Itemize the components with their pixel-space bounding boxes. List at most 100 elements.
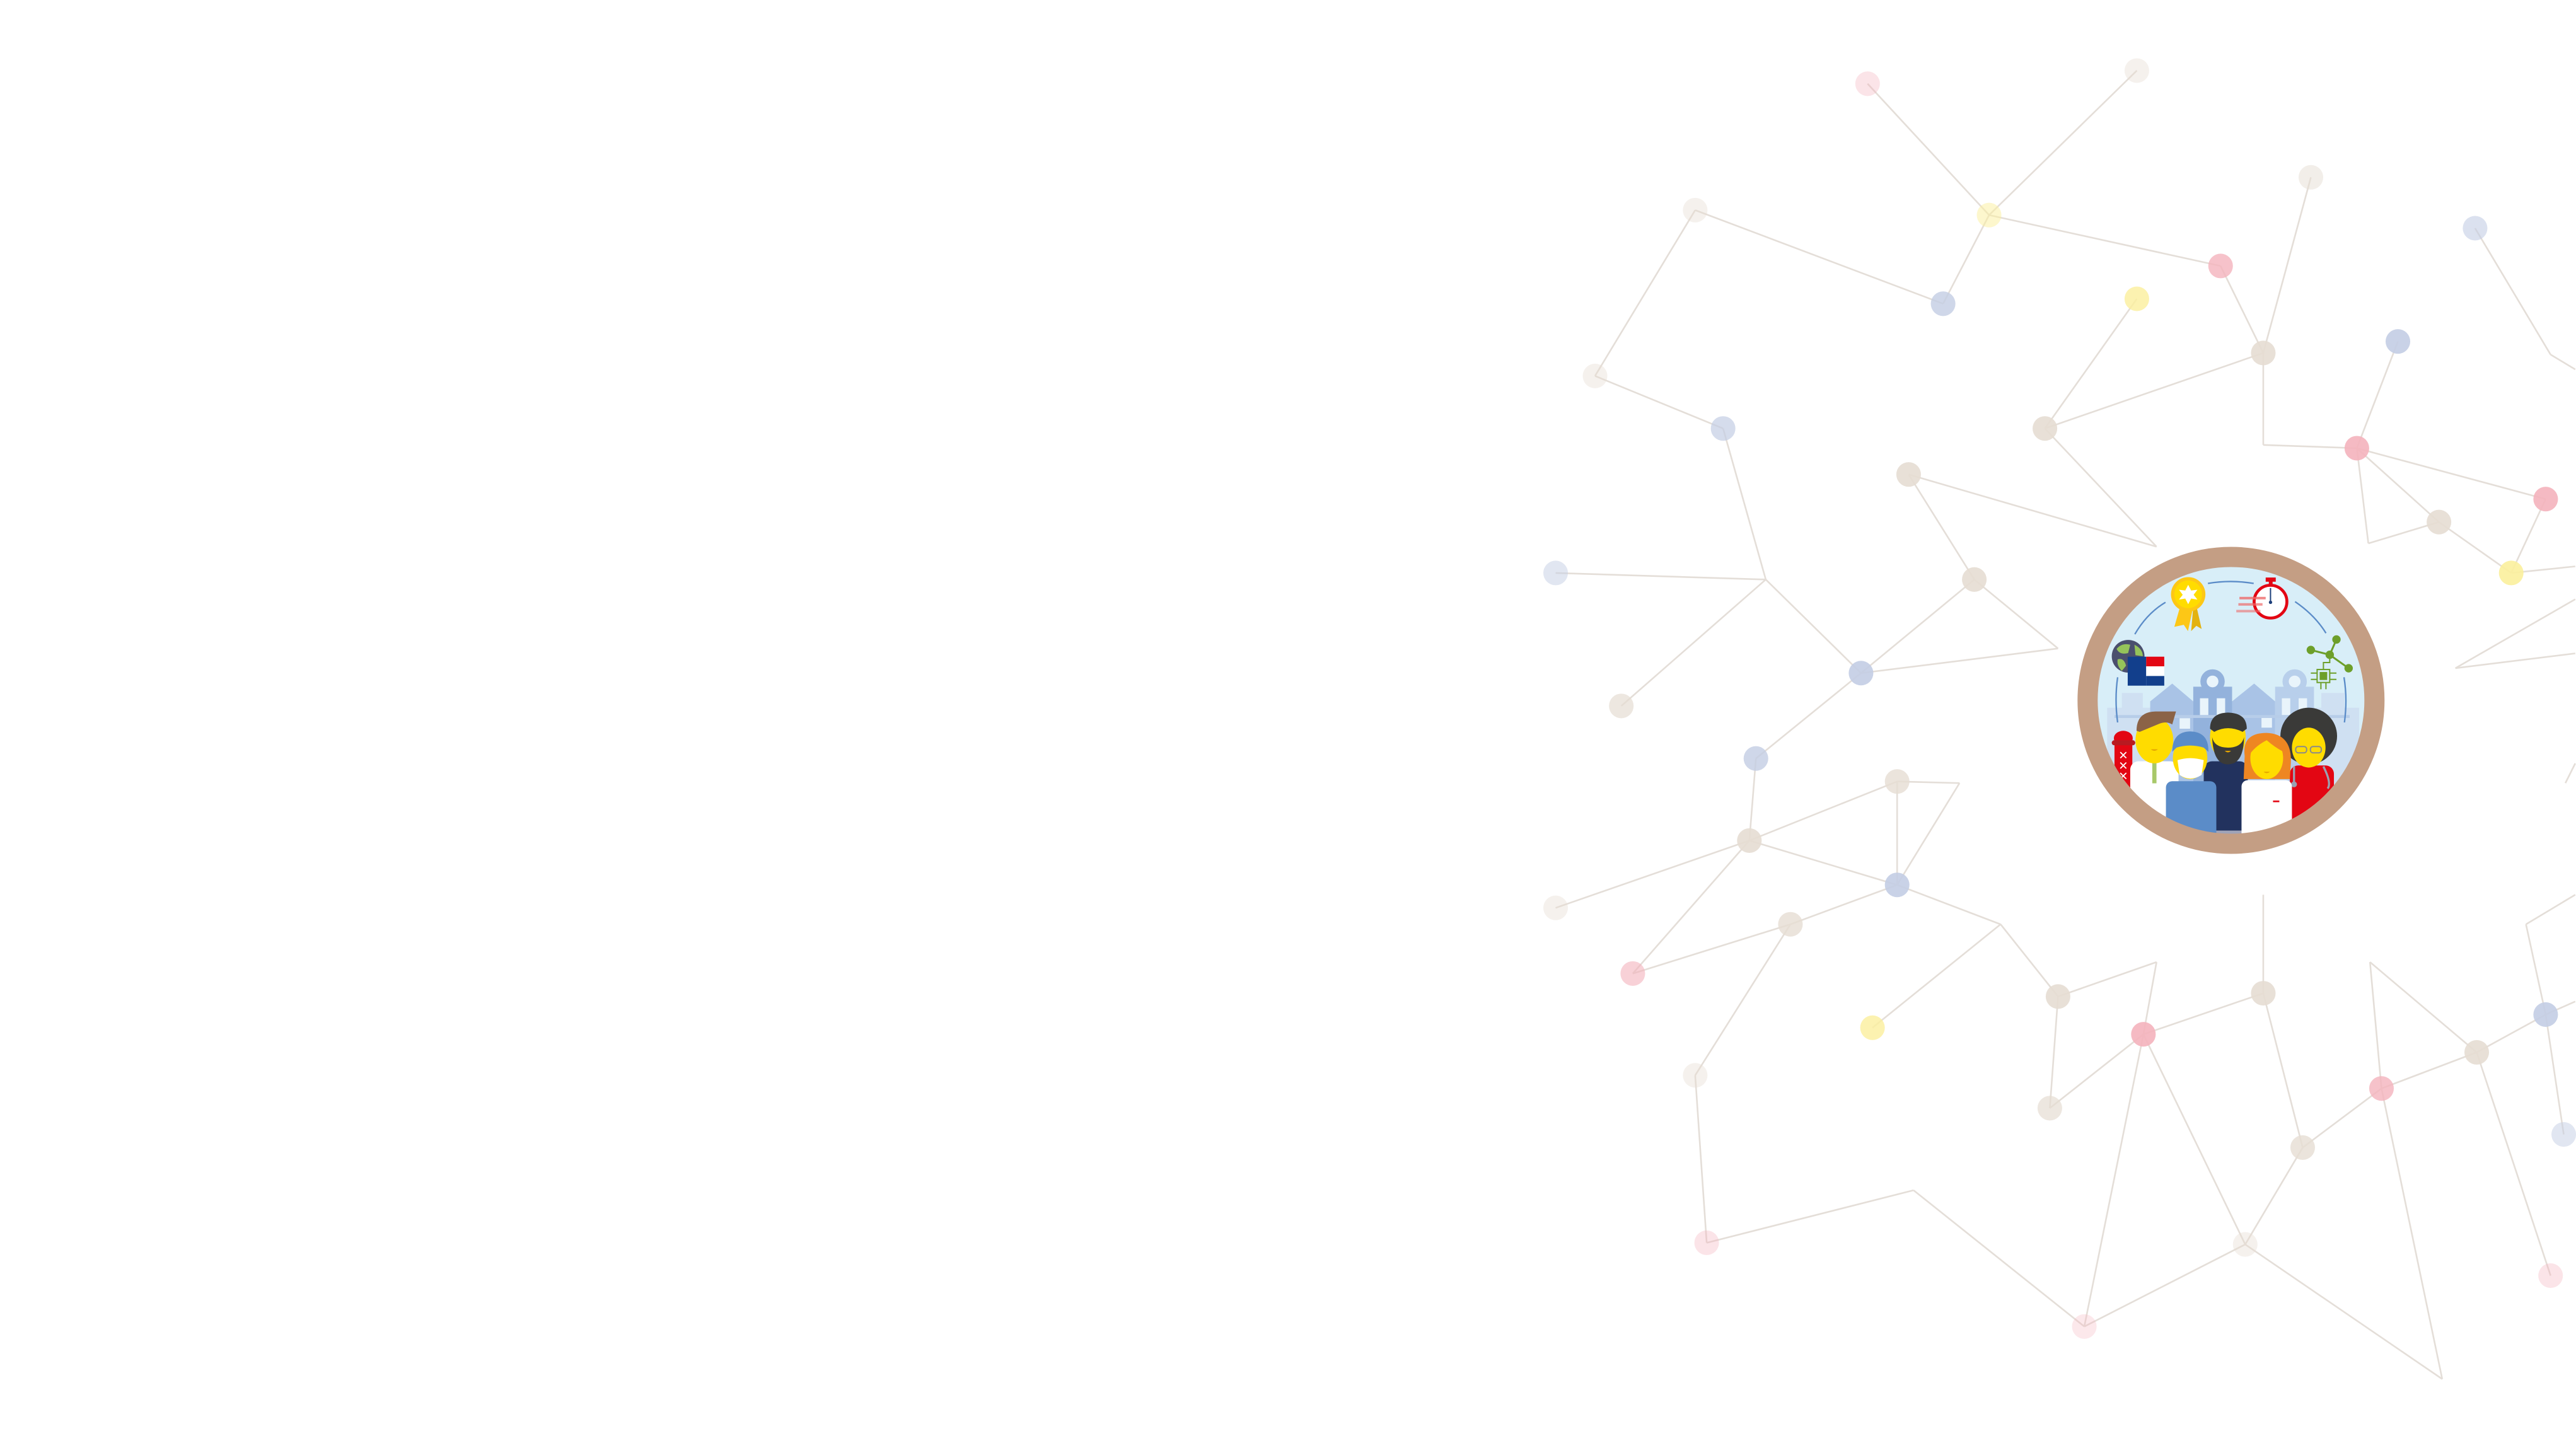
network-node-yellow xyxy=(1860,1015,1885,1040)
orbit-arcs xyxy=(2115,581,2347,723)
network-edge xyxy=(2084,1243,2246,1328)
network-edge xyxy=(1765,579,1862,674)
amsterdam-pole-icon: ✕ ✕ ✕ xyxy=(2111,731,2135,801)
network-edge xyxy=(2381,1088,2444,1379)
network-node-beige xyxy=(2251,981,2276,1006)
network-edge xyxy=(2356,448,2440,523)
network-edge xyxy=(2525,924,2547,1015)
network-edge xyxy=(1748,758,1757,841)
network-edge xyxy=(2381,1051,2477,1089)
network-edge xyxy=(2455,652,2575,669)
network-edge xyxy=(2262,993,2304,1148)
network-edge xyxy=(2525,894,2576,925)
stopwatch-icon xyxy=(2236,577,2289,620)
network-node-pink xyxy=(2208,253,2233,279)
network-node-beige xyxy=(1962,567,1987,592)
network-edge xyxy=(1896,884,2001,925)
network-edge xyxy=(1908,473,2157,548)
network-edge xyxy=(1706,1189,1914,1244)
network-node-beige xyxy=(2124,58,2149,83)
network-edge xyxy=(1973,579,2059,649)
network-edge xyxy=(2476,1051,2551,1276)
medal-icon xyxy=(2171,577,2206,632)
network-node-pink xyxy=(2533,487,2558,512)
network-edge xyxy=(1694,924,1792,1076)
network-node-beige xyxy=(1683,197,1708,223)
network-node-blue xyxy=(1710,416,1736,441)
network-node-pink xyxy=(2072,1314,2097,1339)
network-edge xyxy=(1790,884,1898,925)
chip-icon xyxy=(2311,657,2337,690)
network-edges xyxy=(1555,70,2576,1380)
network-edge xyxy=(1908,473,1975,581)
network-node-beige xyxy=(2033,416,2058,441)
network-edge xyxy=(1722,428,1767,580)
network-node-beige xyxy=(2290,1135,2315,1160)
network-node-beige xyxy=(1896,462,1921,487)
network-node-yellow xyxy=(1976,202,2002,228)
network-edge xyxy=(1988,214,2221,267)
network-edge xyxy=(2083,1034,2145,1327)
network-node-pink xyxy=(1694,1230,1719,1255)
network-edge xyxy=(2049,996,2059,1109)
network-edge xyxy=(2544,1014,2565,1135)
network-edge xyxy=(1594,209,1696,377)
network-edge xyxy=(1988,70,2138,216)
network-node-beige xyxy=(1683,1063,1708,1088)
network-node-blue xyxy=(1884,872,1910,898)
network-edge xyxy=(1555,840,1750,909)
network-edge xyxy=(1942,214,1990,304)
network-node-yellow xyxy=(2124,286,2149,311)
network-edge xyxy=(2044,427,2157,548)
person-surgeon-masked xyxy=(2166,731,2217,834)
network-node-pink xyxy=(2344,436,2369,461)
network-edge xyxy=(2244,1243,2443,1380)
network-edge xyxy=(1913,1190,2085,1328)
network-edge xyxy=(1620,579,1767,707)
network-edge xyxy=(2369,962,2382,1089)
network-edge xyxy=(2143,992,2264,1035)
network-edge xyxy=(1867,83,1990,216)
network-node-beige xyxy=(2298,165,2324,190)
network-node-blue xyxy=(2533,1002,2558,1027)
network-edge xyxy=(2262,177,2312,354)
network-node-beige xyxy=(1543,895,1569,920)
network-node-beige xyxy=(1737,828,1762,853)
network-edge xyxy=(1594,375,1724,429)
badge-ring xyxy=(2077,547,2385,854)
network-node-beige xyxy=(1609,693,1634,719)
network-node-blue xyxy=(1743,746,1768,771)
network-edge xyxy=(2220,265,2265,354)
svg-text:✕: ✕ xyxy=(2118,749,2128,762)
network-edge xyxy=(2550,354,2576,371)
network-edge xyxy=(2044,298,2138,429)
network-node-beige xyxy=(2464,1040,2490,1065)
network-edge xyxy=(1872,924,2002,1029)
network-edge xyxy=(2510,499,2547,574)
svg-text:✕: ✕ xyxy=(2118,760,2128,773)
network-node-blue xyxy=(2385,329,2411,354)
network-edge xyxy=(1896,782,1961,886)
network-edge xyxy=(2302,1087,2382,1149)
network-edge xyxy=(1860,647,2058,675)
network-edge xyxy=(2564,763,2576,784)
network-node-pink xyxy=(1620,961,1645,986)
network-edge xyxy=(1694,1075,1708,1243)
network-node-beige xyxy=(2427,509,2452,535)
network-node-blue xyxy=(2551,1122,2576,1147)
network-edge xyxy=(1755,672,1862,760)
person-woman-orange-hair xyxy=(2241,733,2292,834)
network-edge xyxy=(1749,840,1898,886)
network-edge xyxy=(2142,1034,2246,1245)
network-nodes xyxy=(1543,58,2576,1339)
network-node-beige xyxy=(1778,912,1803,937)
network-edge xyxy=(2455,598,2576,669)
network-node-beige xyxy=(2037,1096,2062,1121)
network-edge xyxy=(1555,572,1766,581)
illustration-badge: ✕ ✕ ✕ xyxy=(2077,547,2385,854)
network-node-blue xyxy=(1848,661,1874,686)
network-edge xyxy=(2000,924,2059,997)
network-edge xyxy=(2357,447,2546,500)
network-node-beige xyxy=(1884,769,1910,794)
